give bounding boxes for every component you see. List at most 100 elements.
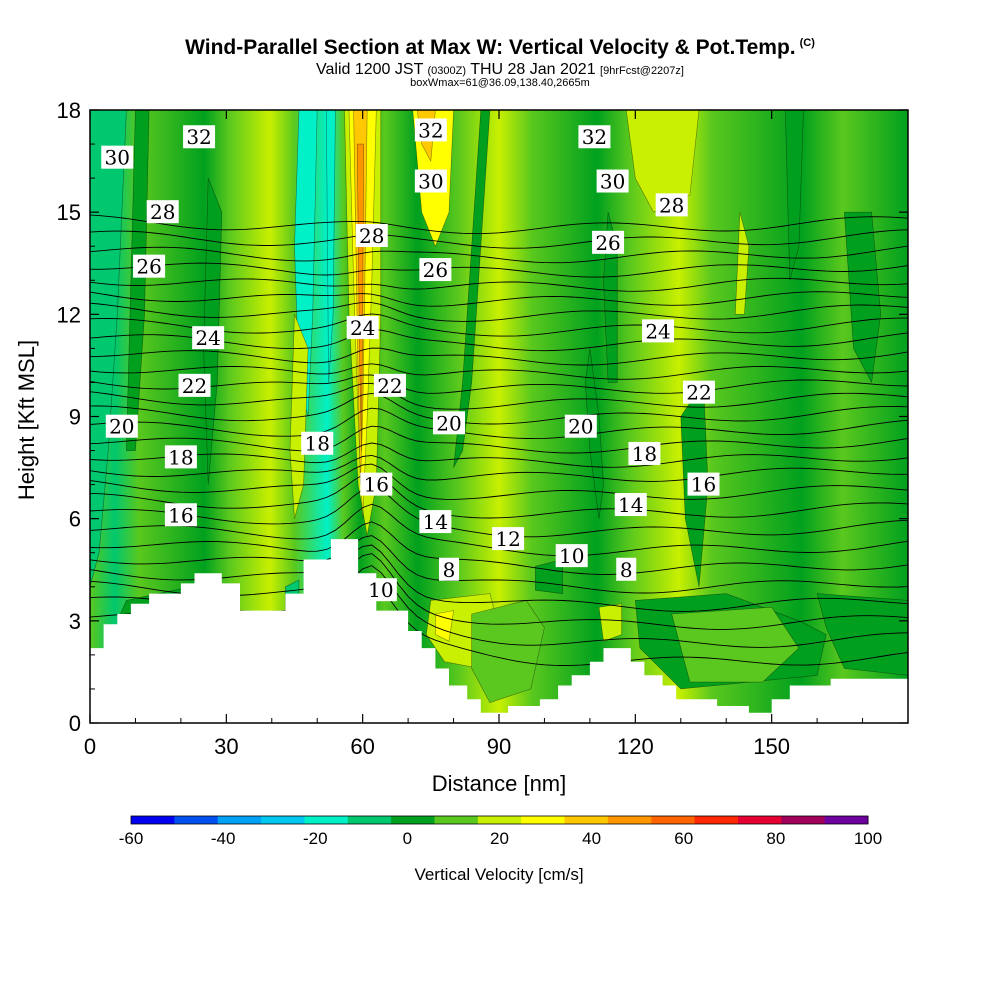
contour-label: 20 — [109, 415, 134, 439]
colorbar-swatch — [607, 816, 652, 824]
contour-label: 30 — [600, 170, 625, 194]
contour-label-box — [355, 224, 388, 248]
x-tick-label: 150 — [753, 734, 790, 759]
copyright-mark: (C) — [799, 37, 815, 49]
contour-label-group: 12 — [492, 527, 525, 551]
y-tick-label: 3 — [69, 609, 81, 634]
contour-label-group: 22 — [682, 380, 715, 405]
contour-label-group: 14 — [419, 510, 452, 534]
contour-label-box — [578, 125, 611, 149]
contour-label-box — [133, 254, 166, 278]
contour-label: 20 — [436, 411, 461, 435]
colorbar-tick-label: -40 — [211, 829, 236, 848]
theta-contour — [90, 277, 908, 292]
theta-contour — [90, 407, 908, 440]
theta-contour — [90, 262, 908, 278]
contour-label-group: 26 — [592, 230, 625, 255]
x-axis-title: Distance [nm] — [432, 771, 567, 796]
x-tick-label: 60 — [350, 734, 374, 759]
contour-label-group: 22 — [178, 373, 211, 398]
theta-contour — [90, 535, 908, 594]
colorbar-swatch — [737, 816, 782, 824]
y-tick-label: 0 — [69, 711, 81, 736]
colorbar-swatch — [174, 816, 219, 824]
colorbar-swatch — [434, 816, 479, 824]
y-axis-title: Height [Kft MSL] — [14, 340, 39, 500]
contour-label-group: 30 — [596, 169, 629, 194]
contour-label-group: 16 — [687, 472, 720, 497]
theta-contour — [90, 425, 908, 454]
contour-label-box — [346, 315, 379, 339]
contour-label: 10 — [559, 544, 584, 568]
w-feature — [325, 110, 336, 383]
contour-label-group: 26 — [133, 254, 166, 279]
contour-label: 16 — [168, 503, 193, 527]
contour-label-box — [555, 544, 588, 568]
contour-label: 22 — [377, 374, 402, 398]
contour-label-box — [105, 414, 138, 438]
contour-label-box — [439, 557, 460, 581]
contour-label: 18 — [632, 442, 657, 466]
contour-label: 26 — [423, 258, 448, 282]
colorbar-tick-label: -20 — [303, 829, 328, 848]
contour-label: 30 — [105, 146, 130, 170]
contour-label-group: 18 — [301, 431, 334, 456]
contour-label: 24 — [195, 326, 220, 350]
contour-label: 8 — [443, 558, 456, 582]
colorbar-tick-label: 40 — [582, 829, 601, 848]
x-tick-label: 90 — [487, 734, 511, 759]
colorbar-swatch — [651, 816, 696, 824]
contour-label-box — [419, 510, 452, 534]
chart-subtitle: Valid 1200 JST (0300Z) THU 28 Jan 2021 [… — [0, 61, 1000, 80]
colorbar-tick-label: -60 — [119, 829, 144, 848]
valid-date: THU 28 Jan 2021 — [470, 61, 596, 78]
w-feature — [435, 610, 454, 642]
colorbar-swatch — [347, 816, 392, 824]
contour-label: 32 — [186, 125, 211, 149]
contour-label-group: 18 — [164, 445, 197, 469]
contour-label-group: 30 — [414, 169, 447, 194]
contour-label-box — [192, 326, 225, 350]
w-feature — [356, 143, 364, 451]
chart-title: Wind-Parallel Section at Max W: Vertical… — [0, 36, 1000, 60]
contour-label: 8 — [620, 558, 633, 582]
contour-label-group: 24 — [642, 319, 675, 343]
theta-contour — [90, 454, 908, 482]
contour-label-box — [178, 373, 211, 397]
w-feature — [90, 110, 127, 587]
colorbar-swatch — [217, 816, 262, 824]
colorbar-swatch — [694, 816, 739, 824]
contour-label-box — [596, 169, 629, 193]
theta-contour — [90, 347, 908, 366]
contour-label: 10 — [368, 578, 393, 602]
colorbar-swatch — [477, 816, 522, 824]
contour-label-box — [628, 441, 661, 465]
contour-label-box — [164, 445, 197, 469]
contour-label: 32 — [418, 118, 443, 142]
contour-label: 28 — [659, 193, 684, 217]
contour-label-box — [360, 472, 393, 496]
theta-contour — [90, 329, 908, 352]
colorbar-frame — [130, 815, 869, 825]
contour-label: 28 — [359, 224, 384, 248]
contour-label-group: 20 — [105, 414, 138, 439]
contour-label-box — [364, 578, 397, 602]
contour-label: 14 — [618, 493, 643, 517]
contour-label-box — [564, 414, 597, 438]
contour-label-group: 24 — [192, 326, 225, 350]
contour-label: 18 — [304, 432, 329, 456]
colorbar-swatch — [824, 816, 869, 824]
contour-label-group: 28 — [655, 193, 688, 217]
contour-label-group: 8 — [616, 557, 637, 582]
contour-label-box — [373, 373, 406, 397]
colorbar-swatch — [304, 816, 349, 824]
contour-label: 20 — [568, 415, 593, 439]
contour-label: 22 — [686, 381, 711, 405]
contour-label-box — [433, 411, 466, 435]
theta-contour — [90, 374, 908, 394]
contour-label-group: 20 — [433, 411, 466, 435]
contour-label-box — [682, 380, 715, 404]
colorbar-tick-label: 0 — [403, 829, 412, 848]
colorbar-title: Vertical Velocity [cm/s] — [414, 865, 583, 884]
contour-label-group: 32 — [183, 125, 216, 149]
